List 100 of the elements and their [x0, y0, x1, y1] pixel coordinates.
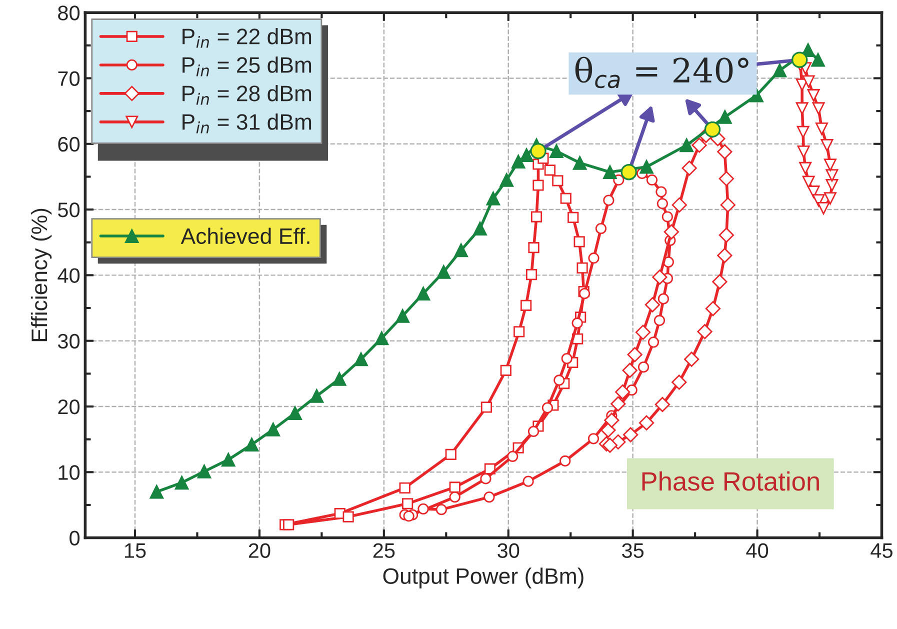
point [354, 352, 368, 366]
point [588, 433, 600, 444]
point [484, 492, 495, 503]
point [812, 102, 825, 115]
point [602, 165, 617, 180]
point [530, 211, 542, 222]
point [824, 158, 836, 172]
point [600, 422, 616, 438]
point [623, 427, 638, 442]
point [682, 160, 697, 176]
legend-label: Achieved Eff. [180, 228, 310, 244]
point [500, 364, 512, 376]
point [528, 426, 540, 437]
point [486, 191, 500, 206]
point [627, 347, 642, 362]
x-tick-label: 40 [746, 543, 768, 558]
point [197, 464, 212, 478]
point [399, 482, 410, 494]
point [454, 243, 468, 258]
point [796, 126, 810, 138]
point [620, 164, 637, 180]
point [602, 438, 618, 453]
point [576, 262, 588, 274]
y-tick-label: 50 [58, 202, 80, 218]
point [572, 156, 587, 170]
point [554, 374, 565, 386]
point [646, 174, 658, 186]
point [500, 173, 514, 187]
point [662, 211, 673, 222]
point [791, 52, 808, 68]
point [820, 138, 834, 152]
point [288, 406, 302, 420]
point [174, 476, 189, 490]
point [826, 178, 838, 192]
point [544, 164, 556, 176]
y-tick-label: 80 [58, 6, 80, 20]
point [656, 198, 668, 210]
point [816, 122, 828, 136]
point [416, 286, 430, 301]
point [654, 314, 666, 326]
y-tick-label: 0 [70, 530, 80, 546]
legend-label: P$_{in}$ = 25 dBm [182, 56, 312, 76]
x-tick-label: 30 [498, 543, 520, 558]
legend-label: P$_{in}$ = 28 dBm [182, 85, 312, 105]
point [507, 450, 518, 462]
point [560, 455, 571, 467]
point [150, 484, 164, 499]
point [772, 63, 787, 78]
point [622, 362, 638, 378]
point [514, 326, 525, 338]
y-tick-label: 70 [58, 71, 80, 86]
point [672, 374, 687, 390]
point [402, 498, 414, 510]
point [704, 121, 721, 138]
point [403, 510, 414, 522]
point [648, 336, 660, 348]
point [374, 331, 389, 346]
x-tick-label: 25 [373, 543, 395, 558]
point [638, 415, 654, 430]
point [712, 274, 728, 290]
point [658, 293, 670, 304]
point [449, 482, 460, 493]
x-tick-label: 15 [125, 543, 146, 558]
point [310, 389, 324, 403]
point [244, 438, 259, 452]
point [542, 402, 554, 414]
point [449, 492, 460, 503]
point [480, 473, 492, 484]
point [480, 402, 492, 413]
point [572, 318, 583, 329]
point [720, 197, 736, 213]
point [528, 242, 540, 254]
x-tick-label: 45 [870, 543, 892, 558]
point [511, 154, 526, 169]
point [436, 504, 447, 516]
y-tick-label: 40 [58, 268, 80, 283]
point [342, 511, 354, 522]
x-tick-label: 20 [248, 543, 270, 558]
point [221, 452, 236, 467]
x-tick-label: 35 [622, 543, 644, 558]
point [802, 176, 815, 188]
point [283, 519, 294, 530]
point [418, 503, 429, 514]
point [807, 186, 820, 198]
point [549, 144, 564, 158]
point [266, 422, 280, 436]
point [610, 396, 626, 412]
point [568, 212, 579, 223]
point [684, 352, 700, 367]
point [530, 142, 546, 160]
point [811, 52, 825, 67]
legend-label: P$_{in}$ = 31 dBm [182, 113, 312, 134]
point [697, 324, 712, 340]
point [522, 476, 534, 487]
point [705, 301, 721, 316]
point [560, 192, 572, 204]
point [717, 248, 732, 264]
point [672, 197, 687, 213]
point [638, 362, 650, 373]
point [654, 396, 670, 412]
